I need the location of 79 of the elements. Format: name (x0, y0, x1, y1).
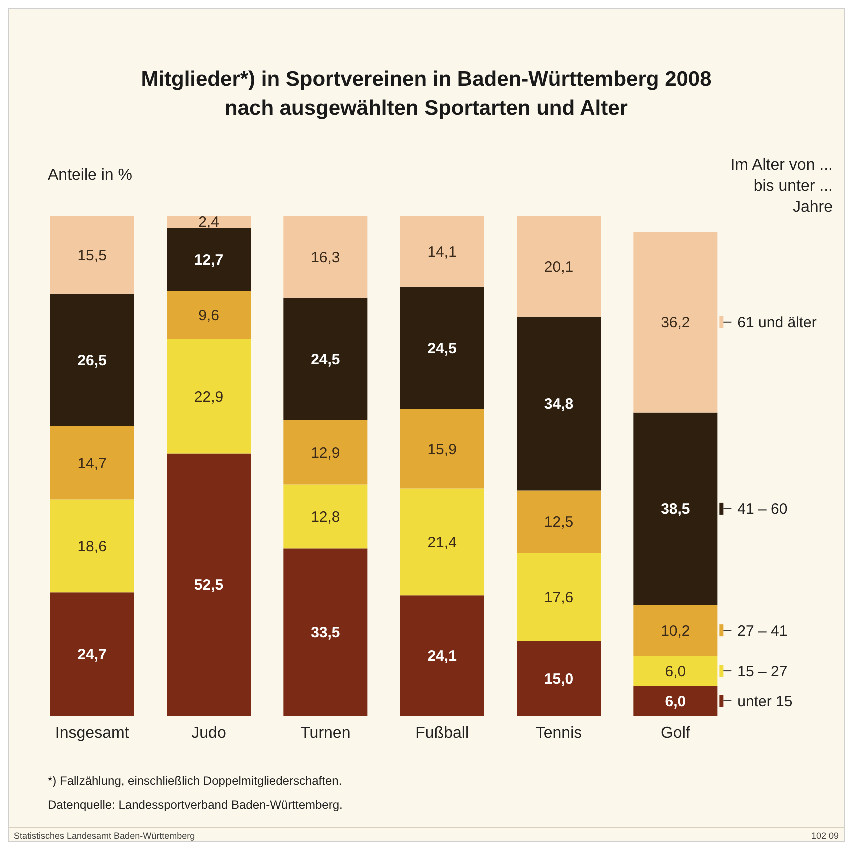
data-label: 18,6 (78, 538, 107, 556)
bar (400, 596, 484, 716)
bar (167, 291, 251, 340)
data-label: 12,7 (194, 252, 224, 269)
chart-title: Mitglieder*) in Sportvereinen in Baden-Württemberg 2008 (141, 68, 712, 91)
x-tick-label: Turnen (300, 725, 351, 742)
bar (517, 316, 601, 491)
text: Datenquelle: Landessportverband Baden-Württemberg. (48, 798, 343, 812)
data-label: 15,5 (78, 247, 107, 264)
data-label: 14,1 (428, 244, 457, 261)
data-label: 20,1 (544, 258, 574, 276)
bar (50, 592, 134, 716)
x-tick-label: Judo (192, 725, 226, 742)
bar (517, 641, 601, 716)
text: *) Fallzählung, einschließlich Doppelmitgliederschaften. (48, 774, 342, 788)
data-label: 16,3 (311, 249, 340, 266)
data-label: 12,5 (544, 514, 574, 532)
bar (284, 216, 368, 298)
data-label: 12,8 (311, 508, 340, 526)
bar (284, 484, 368, 549)
data-label: 12,9 (311, 444, 340, 462)
data-label: 17,6 (544, 589, 574, 606)
data-label: 6,0 (665, 663, 686, 680)
legend-label: unter 15 (738, 693, 793, 710)
bar (167, 228, 251, 292)
x-tick-label: Insgesamt (55, 725, 130, 742)
bar (634, 605, 718, 656)
legend-label: 61 und älter (738, 314, 817, 332)
data-label: 15,0 (544, 670, 574, 688)
data-label: 14,7 (78, 455, 107, 472)
data-label: 26,5 (78, 352, 107, 370)
data-label: 52,5 (194, 577, 224, 594)
data-label: 24,7 (78, 646, 107, 664)
bar (634, 656, 718, 686)
data-label: 24,1 (428, 648, 457, 666)
legend-label: 15 – 27 (738, 663, 788, 680)
bar (50, 500, 134, 593)
bar (517, 553, 601, 642)
data-label: 6,0 (665, 693, 686, 710)
data-label: 2,4 (198, 214, 220, 232)
bar (284, 420, 368, 485)
legend-label: 41 – 60 (738, 501, 788, 518)
bar (634, 686, 718, 716)
bar (400, 488, 484, 596)
x-tick-label: Golf (660, 725, 691, 742)
legend-label: 27 – 41 (738, 622, 788, 640)
data-label: 9,6 (198, 308, 220, 325)
bar (167, 339, 251, 454)
data-label: 15,9 (428, 441, 457, 458)
bar (284, 548, 368, 716)
bar (50, 216, 134, 294)
bar (400, 409, 484, 489)
data-label: 22,9 (194, 388, 224, 406)
bar (284, 298, 368, 420)
legend-title: Im Alter von ... bis unter ... Jahre (730, 157, 834, 216)
bar (634, 412, 718, 606)
bar (167, 454, 251, 716)
y-axis-title: Anteile in % (48, 167, 132, 184)
text: Statistisches Landesamt Baden-Württemberg (14, 831, 196, 841)
text: 102 09 (811, 831, 839, 841)
bar (167, 216, 251, 228)
chart-subtitle: nach ausgewählten Sportarten und Alter (225, 97, 628, 120)
bar (634, 232, 718, 413)
bar (50, 426, 134, 500)
data-label: 21,4 (428, 534, 457, 552)
data-label: 36,2 (661, 314, 690, 332)
bar (400, 216, 484, 287)
bar (517, 490, 601, 554)
data-label: 34,8 (544, 396, 574, 414)
data-label: 10,2 (661, 622, 690, 640)
bar (50, 294, 134, 426)
data-label: 24,5 (311, 351, 340, 368)
x-tick-label: Fußball (416, 725, 470, 742)
bar (400, 286, 484, 410)
data-label: 24,5 (428, 340, 457, 358)
bar (517, 216, 601, 317)
data-label: 33,5 (311, 624, 340, 642)
x-tick-label: Tennis (536, 725, 582, 742)
data-label: 38,5 (661, 501, 690, 518)
